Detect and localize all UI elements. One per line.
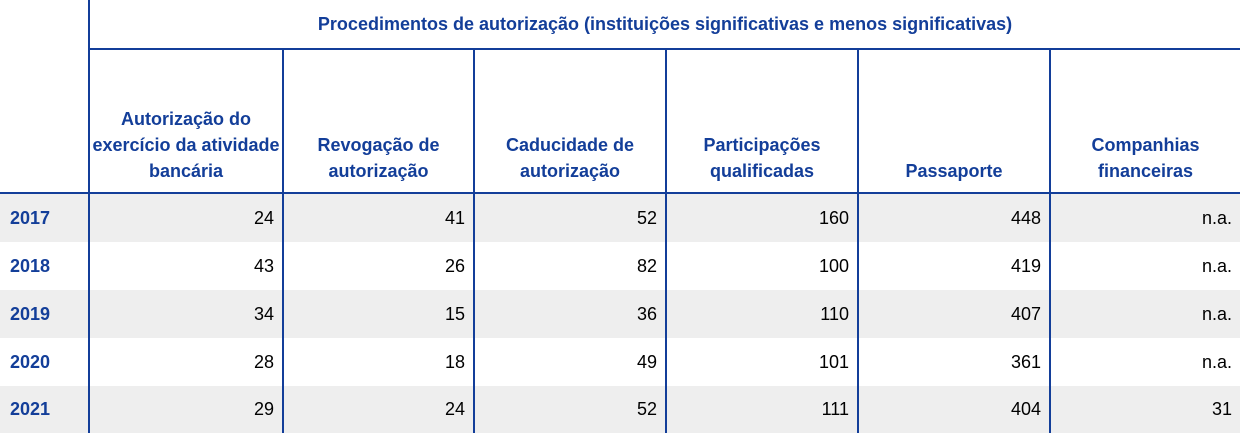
table-cell: 100 xyxy=(665,242,858,290)
column-header-companhias: Companhias financeiras xyxy=(1048,49,1240,194)
table-cell: 24 xyxy=(282,386,474,433)
table-cell: 34 xyxy=(88,290,283,338)
table-row: 2020 28 18 49 101 361 n.a. xyxy=(0,338,1240,386)
row-year: 2017 xyxy=(0,193,89,242)
table-row: 2019 34 15 36 110 407 n.a. xyxy=(0,290,1240,338)
column-header-caducidade: Caducidade de autorização xyxy=(473,49,666,194)
table-cell: 111 xyxy=(665,386,858,433)
table-cell: 52 xyxy=(473,386,666,433)
table-cell: 36 xyxy=(473,290,666,338)
row-year: 2018 xyxy=(10,255,51,276)
table-cell: n.a. xyxy=(1048,193,1240,242)
row-year: 2021 xyxy=(0,386,89,433)
table-cell: 18 xyxy=(282,338,474,386)
table-cell: 15 xyxy=(282,290,474,338)
column-header-row: Autorização do exercício da atividade ba… xyxy=(0,49,1240,194)
table-cell: 49 xyxy=(473,338,666,386)
table-cell: 26 xyxy=(282,242,474,290)
table-cell: n.a. xyxy=(1048,338,1240,386)
table-cell: 419 xyxy=(857,242,1050,290)
table-cell: 41 xyxy=(282,193,474,242)
corner-cell xyxy=(0,0,89,49)
column-header-autorizacao: Autorização do exercício da atividade ba… xyxy=(88,49,283,194)
table-cell: 160 xyxy=(665,193,858,242)
table-cell: 31 xyxy=(1048,386,1240,433)
table-cell: 43 xyxy=(88,242,283,290)
table-cell: 448 xyxy=(857,193,1050,242)
row-year: 2019 xyxy=(0,290,89,338)
year-column-header xyxy=(0,49,89,194)
table-cell: 52 xyxy=(473,193,666,242)
table-row: 2018 43 26 82 100 419 n.a. xyxy=(0,242,1240,290)
column-header-participacoes: Participações qualificadas xyxy=(665,49,858,194)
table-cell: n.a. xyxy=(1048,290,1240,338)
table-cell: 404 xyxy=(857,386,1050,433)
table-cell: 361 xyxy=(857,338,1050,386)
table-cell: n.a. xyxy=(1048,242,1240,290)
table-cell: 82 xyxy=(473,242,666,290)
row-year: 2020 xyxy=(10,351,51,372)
table-cell: 110 xyxy=(665,290,858,338)
super-header-row: Procedimentos de autorização (instituiçõ… xyxy=(0,0,1240,50)
table-cell: 28 xyxy=(88,338,283,386)
table-cell: 29 xyxy=(88,386,283,433)
column-header-revogacao: Revogação de autorização xyxy=(282,49,474,194)
table-cell: 24 xyxy=(88,193,283,242)
column-header-passaporte: Passaporte xyxy=(857,49,1050,194)
table-row: 2021 29 24 52 111 404 31 xyxy=(0,386,1240,433)
super-header-title: Procedimentos de autorização (instituiçõ… xyxy=(87,0,1240,50)
table-cell: 407 xyxy=(857,290,1050,338)
table-row: 2017 24 41 52 160 448 n.a. xyxy=(0,193,1240,242)
table-cell: 101 xyxy=(665,338,858,386)
